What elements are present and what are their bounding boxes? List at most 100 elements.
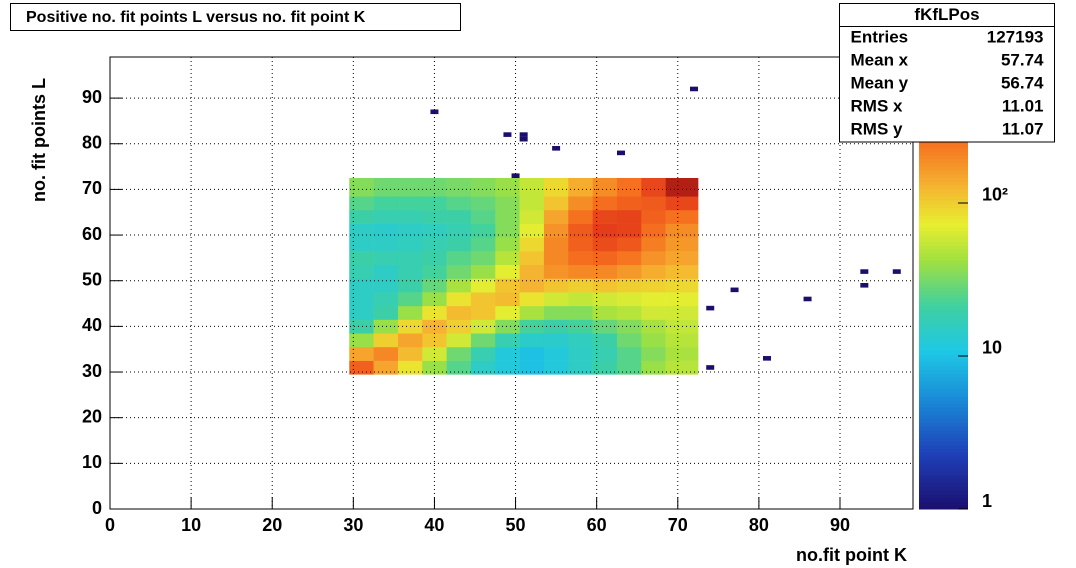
heat-cell [373, 237, 399, 252]
stats-label: RMS x [851, 96, 904, 115]
colorbar-segment [919, 478, 968, 484]
heat-cell [422, 264, 447, 279]
heat-cell [373, 333, 399, 348]
heat-cell [568, 209, 593, 224]
colorbar-segment [919, 283, 968, 288]
heat-cell [543, 223, 569, 238]
colorbar-segment [919, 192, 968, 197]
heat-cell [373, 278, 399, 293]
heat-cell [616, 319, 642, 334]
heat-cell [470, 251, 496, 266]
colorbar-segment [919, 403, 968, 408]
heat-cell [568, 237, 593, 252]
y-tick-label: 60 [82, 224, 102, 244]
heat-cell [446, 251, 472, 266]
heat-cell [349, 264, 374, 279]
colorbar-segment [919, 203, 968, 209]
heat-cell [446, 360, 472, 375]
y-tick-label: 90 [82, 87, 102, 107]
stats-value: 127193 [987, 27, 1044, 46]
colorbar-segment [919, 414, 968, 420]
heat-cell [470, 292, 496, 307]
x-axis-title: no.fit point K [796, 545, 907, 565]
colorbar-segment [919, 218, 968, 224]
heat-cell [543, 278, 569, 293]
heat-cell [495, 360, 520, 375]
heat-cell [519, 223, 545, 238]
colorbar-segment [919, 486, 968, 491]
colorbar-segment [919, 471, 968, 476]
heat-cell [665, 223, 699, 238]
heat-cell [349, 333, 374, 348]
heat-cell [592, 319, 618, 334]
heat-cell [446, 305, 472, 320]
heat-cell [470, 264, 496, 279]
heat-cell [397, 278, 423, 293]
colorbar-segment [919, 441, 968, 446]
heat-cell [397, 196, 423, 211]
heat-cell [349, 278, 374, 293]
heat-cell [592, 305, 618, 320]
y-tick-label: 70 [82, 178, 102, 198]
title-box [10, 3, 461, 31]
colorbar-segment [919, 245, 968, 250]
colorbar-segment [919, 301, 968, 307]
heat-cell [568, 292, 593, 307]
heat-cell [592, 223, 618, 238]
plot-border [109, 56, 914, 510]
heat-cell [349, 223, 374, 238]
heat-cell [543, 264, 569, 279]
heat-cell [349, 360, 374, 375]
colorbar-segment [919, 377, 968, 382]
y-tick-label: 0 [92, 498, 102, 518]
heat-point [763, 356, 771, 361]
heat-cell [568, 177, 593, 197]
chart-title: Positive no. fit points L versus no. fit… [26, 9, 366, 26]
heat-point [430, 109, 439, 115]
colorbar-segment [919, 237, 968, 243]
colorbar-segment [919, 185, 968, 190]
colorbar-segment [919, 475, 968, 480]
heat-cell [665, 251, 699, 266]
colorbar-segment [919, 505, 968, 510]
heat-cell [568, 305, 593, 320]
colorbar-segment [919, 396, 968, 401]
heat-cell [349, 346, 374, 361]
heat-cell [616, 223, 642, 238]
colorbar-segment [919, 429, 968, 435]
heat-cell [397, 177, 423, 197]
heat-cell [519, 237, 545, 252]
heat-cell [665, 333, 699, 348]
heat-cell [495, 305, 520, 320]
heat-cell [616, 177, 642, 197]
colorbar-segment [919, 354, 968, 359]
heat-cell [470, 346, 496, 361]
y-tick-label: 10 [82, 452, 102, 472]
heat-cell [446, 333, 472, 348]
heat-cell [641, 333, 666, 348]
heat-cell [373, 264, 399, 279]
colorbar-segment [919, 399, 968, 405]
heat-cell [446, 264, 472, 279]
heat-cell [665, 264, 699, 279]
colorbar-segment [919, 343, 968, 348]
heat-cell [543, 251, 569, 266]
heat-cell [373, 305, 399, 320]
heat-cell [422, 251, 447, 266]
colorbar-segment [919, 249, 968, 254]
stats-value: 11.01 [1002, 96, 1044, 115]
heat-cell [641, 223, 666, 238]
heat-cell [397, 251, 423, 266]
colorbar-segment [919, 200, 968, 205]
colorbar-segment [919, 181, 968, 186]
heat-cell [543, 177, 569, 197]
colorbar-segment [919, 407, 968, 412]
colorbar-segment [919, 335, 968, 340]
heat-cell [470, 209, 496, 224]
colorbar-segment [919, 222, 968, 227]
colorbar-segment [919, 433, 968, 438]
heat-cell [397, 209, 423, 224]
heat-cell [665, 196, 699, 211]
colorbar-segment [919, 460, 968, 465]
